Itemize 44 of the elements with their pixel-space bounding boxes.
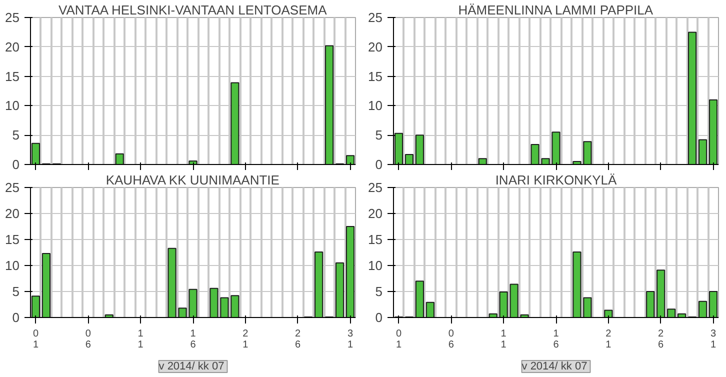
y-tick-label: 20: [368, 206, 383, 221]
x-tick-label: 26: [295, 328, 302, 350]
x-tick-label: 31: [347, 328, 354, 350]
y-tick-label: 25: [5, 10, 20, 25]
y-tick-label: 25: [368, 10, 383, 25]
y-tick-label: 5: [375, 128, 383, 143]
chart-title: VANTAA HELSINKI-VANTAAN LENTOASEMA: [58, 2, 328, 18]
x-tick-label: 11: [138, 328, 144, 350]
y-tick-label: 5: [12, 284, 20, 299]
y-tick-label: 15: [368, 68, 383, 84]
y-tick-label: 15: [5, 68, 20, 84]
x-tick-label: 26: [658, 328, 664, 350]
x-tick-label: 21: [242, 328, 249, 350]
x-tick-label: 06: [85, 328, 92, 350]
chart-title: INARI KIRKONKYLÄ: [495, 172, 618, 188]
y-tick-label: 0: [375, 310, 383, 325]
x-axis-title: v 2014/ kk 07: [158, 360, 224, 372]
y-tick-label: 10: [368, 98, 383, 114]
y-tick-label: 20: [5, 39, 20, 54]
y-tick-label: 0: [12, 157, 20, 172]
x-tick-label: 16: [190, 328, 196, 350]
y-tick-label: 0: [12, 310, 20, 325]
chart-title: HÄMEENLINNA LAMMI PAPPILA: [458, 2, 654, 18]
x-tick-label: 21: [606, 328, 612, 350]
x-axis-title: v 2014/ kk 07: [522, 360, 588, 372]
y-tick-label: 10: [5, 98, 20, 114]
x-tick-label: 11: [500, 328, 507, 350]
x-tick-label: 31: [710, 328, 716, 350]
y-tick-label: 0: [375, 157, 383, 172]
y-tick-label: 20: [5, 206, 20, 221]
x-tick-label: 01: [396, 328, 402, 350]
y-tick-label: 25: [368, 180, 383, 195]
y-tick-label: 20: [368, 39, 383, 54]
y-tick-label: 5: [12, 128, 20, 143]
chart-title: KAUHAVA KK UUNIMAANTIE: [106, 172, 280, 188]
y-tick-label: 5: [375, 284, 383, 299]
y-tick-label: 10: [368, 258, 383, 273]
x-tick-label: 06: [448, 328, 454, 350]
y-tick-label: 15: [368, 232, 383, 247]
x-tick-label: 01: [32, 328, 39, 350]
y-tick-label: 10: [5, 258, 20, 273]
y-tick-label: 15: [5, 232, 20, 247]
y-tick-label: 25: [5, 180, 20, 195]
x-tick-label: 16: [553, 328, 560, 350]
